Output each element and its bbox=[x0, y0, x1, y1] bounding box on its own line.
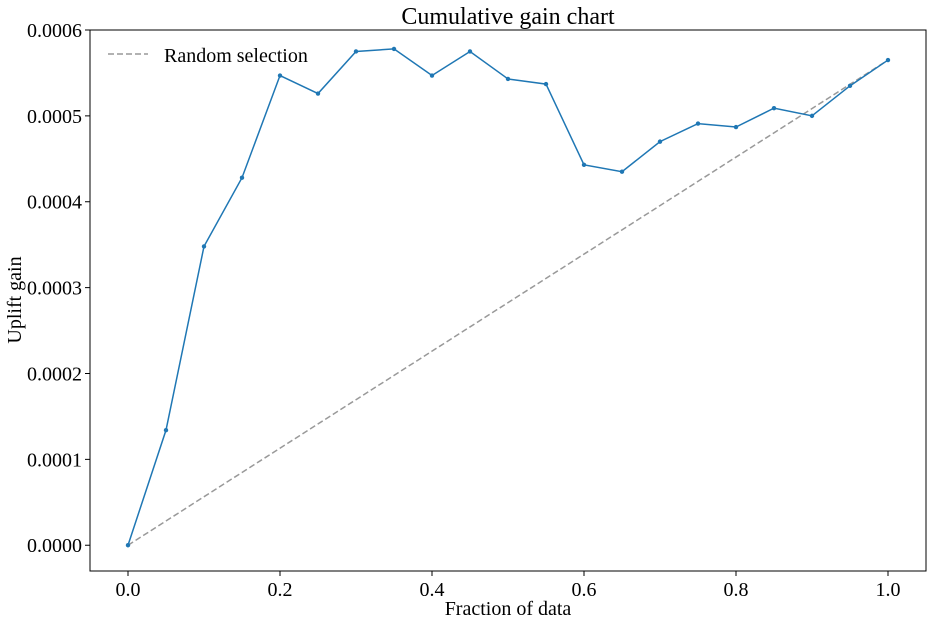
data-point bbox=[353, 49, 359, 54]
data-point bbox=[163, 427, 169, 433]
legend-label-random-selection: Random selection bbox=[164, 45, 308, 67]
y-tick-label: 0.0006 bbox=[27, 20, 82, 42]
data-point bbox=[657, 139, 663, 144]
x-axis-label: Fraction of data bbox=[445, 598, 572, 620]
x-tick-label: 0.0 bbox=[116, 579, 141, 601]
plot-frame bbox=[89, 29, 927, 572]
x-tick-label: 0.2 bbox=[268, 579, 293, 601]
data-point bbox=[695, 121, 701, 126]
random-selection-line bbox=[127, 59, 889, 546]
data-point bbox=[809, 113, 815, 119]
chart-title: Cumulative gain chart bbox=[401, 4, 615, 30]
y-tick-label: 0.0000 bbox=[27, 535, 82, 557]
data-point bbox=[467, 49, 473, 54]
y-tick-label: 0.0003 bbox=[27, 278, 82, 300]
x-tick-label: 1.0 bbox=[876, 579, 901, 601]
legend: Random selection bbox=[108, 45, 308, 67]
x-tick-label: 0.6 bbox=[572, 579, 597, 601]
data-point bbox=[885, 57, 891, 63]
data-point bbox=[429, 73, 435, 78]
data-point bbox=[315, 91, 321, 96]
data-point bbox=[277, 73, 283, 78]
data-point bbox=[505, 76, 511, 82]
y-axis: 0.0000 0.0001 0.0002 0.0003 0.0004 0.0005 0.00… bbox=[27, 20, 90, 557]
x-tick-label: 0.4 bbox=[420, 579, 445, 601]
y-tick-label: 0.0005 bbox=[27, 106, 82, 128]
y-tick-label: 0.0001 bbox=[27, 449, 82, 471]
y-tick-label: 0.0004 bbox=[27, 192, 82, 214]
x-tick-label: 0.8 bbox=[724, 579, 749, 601]
data-point bbox=[771, 105, 777, 111]
uplift-gain-line bbox=[127, 48, 889, 546]
data-point bbox=[201, 244, 207, 249]
y-axis-label: Uplift gain bbox=[4, 256, 26, 343]
y-tick-label: 0.0002 bbox=[27, 363, 82, 385]
data-point bbox=[125, 543, 131, 548]
data-point bbox=[239, 175, 245, 180]
data-point bbox=[581, 162, 587, 168]
data-point bbox=[619, 169, 625, 174]
data-point bbox=[391, 46, 397, 52]
series-layer bbox=[125, 46, 891, 548]
x-axis: 0.0 0.2 0.4 0.6 0.8 1.0 bbox=[116, 571, 901, 601]
data-point bbox=[543, 81, 549, 87]
data-point bbox=[733, 124, 739, 130]
data-point bbox=[847, 83, 853, 89]
